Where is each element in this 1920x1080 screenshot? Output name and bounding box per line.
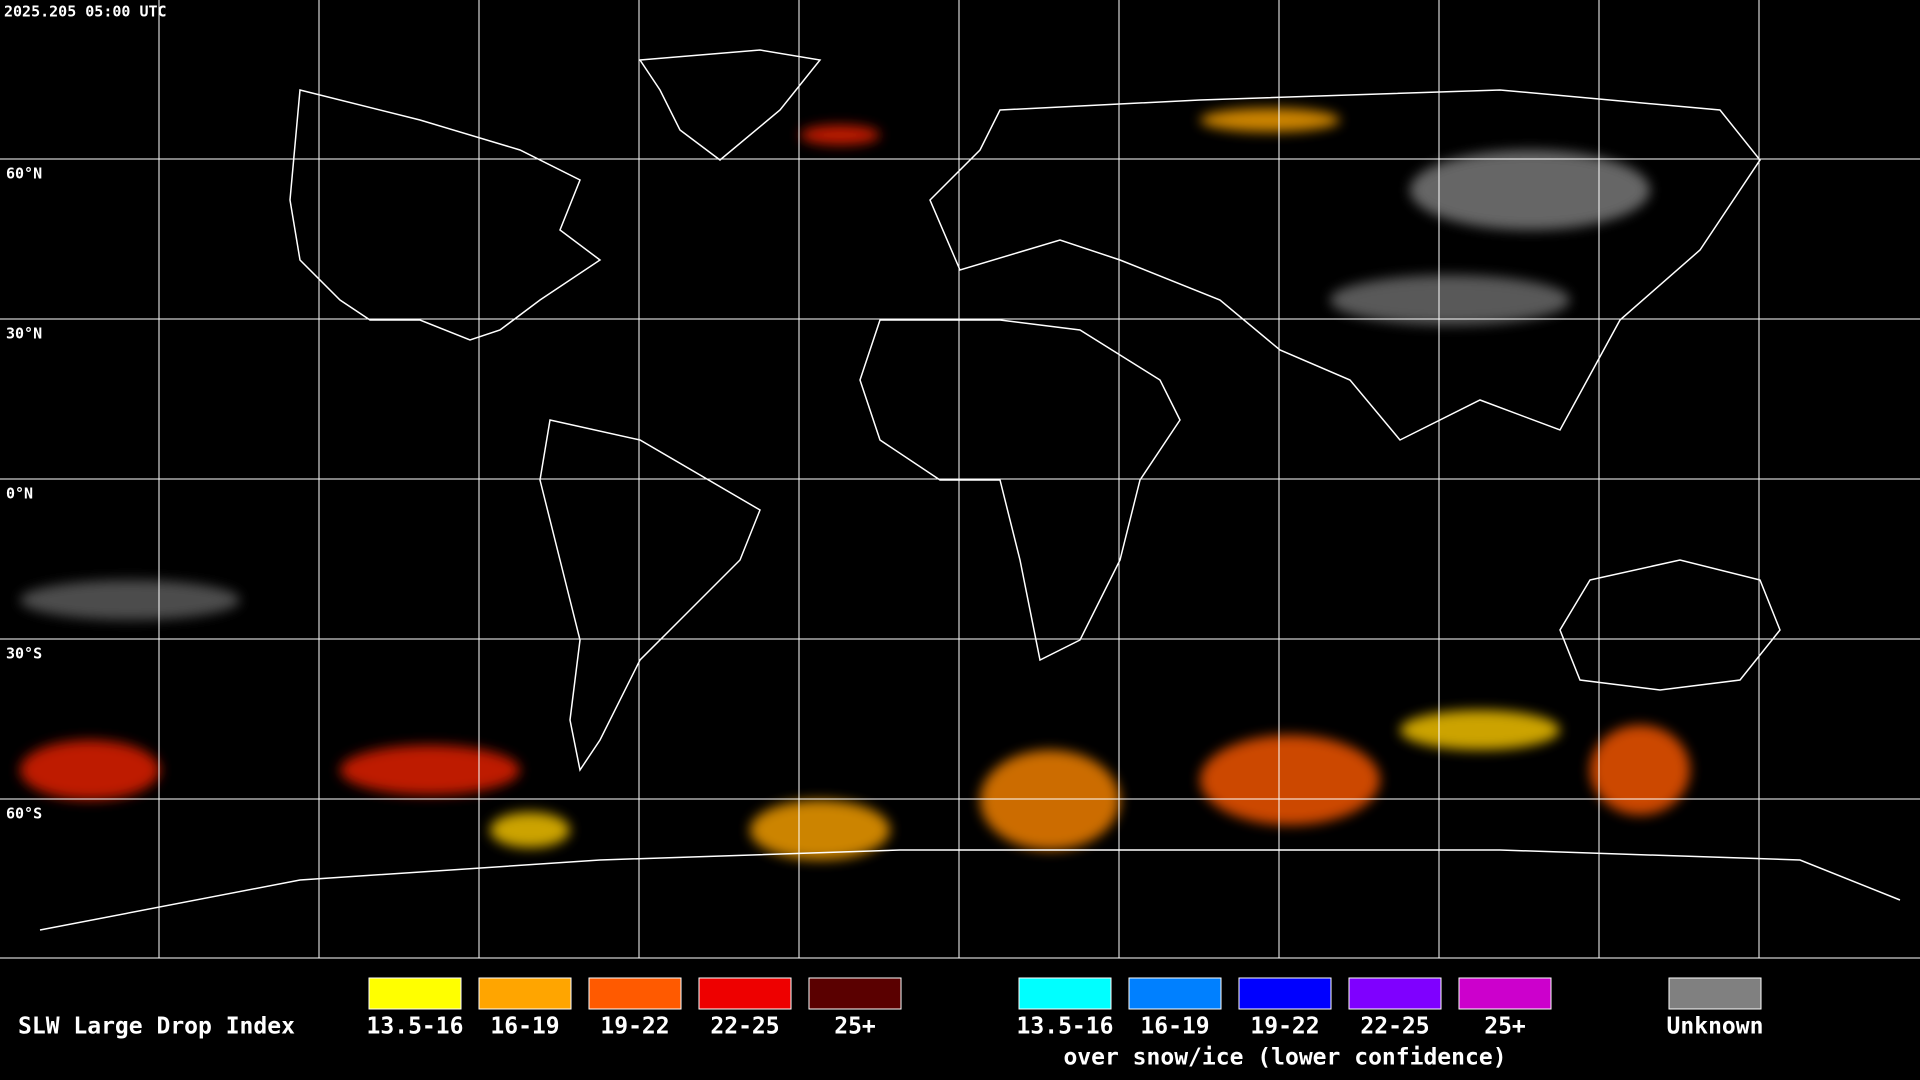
legend-label: 13.5-16 [1017,1014,1114,1040]
legend-swatch [1018,977,1112,1010]
coastline [929,89,1761,441]
cloud-patch [800,125,880,145]
coastlines [39,49,1901,931]
legend-swatch [1238,977,1332,1010]
coastline [1559,559,1781,691]
legend: SLW Large Drop Index 13.5-16 16-19 19-22 22-… [18,977,1764,1071]
legend-label: 22-25 [1360,1014,1429,1040]
cloud-patch [750,800,890,860]
latitude-label: 60°S [6,805,42,823]
cloud-patch [1400,710,1560,750]
legend-swatch [1128,977,1222,1010]
latitude-label: 30°N [6,325,42,343]
cloud-field [20,108,1690,860]
legend-label: 13.5-16 [367,1014,464,1040]
latitude-label: 30°S [6,645,42,663]
legend-label: 19-22 [600,1014,669,1040]
legend-swatch [478,977,572,1010]
legend-label: 25+ [1484,1014,1526,1040]
legend-label: 25+ [834,1014,876,1040]
cloud-patch [980,750,1120,850]
cloud-patch [1590,725,1690,815]
coastline [39,849,1901,931]
coastline [539,419,761,772]
coastline [638,49,822,161]
cloud-patch [1330,275,1570,325]
legend-caption: over snow/ice (lower confidence) [1063,1045,1506,1071]
cloud-patch [20,740,160,800]
legend-swatch [808,977,902,1010]
legend-swatch [1458,977,1552,1010]
legend-swatch [588,977,682,1010]
latitude-label: 60°N [6,165,42,183]
cloud-patch [1200,735,1380,825]
legend-swatch [368,977,462,1010]
latitude-label: 0°N [6,485,33,503]
cloud-patch [1200,108,1340,132]
legend-label: Unknown [1667,1014,1764,1040]
graticule: 60°N 30°N 0°N 30°S 60°S [0,0,1920,959]
cloud-patch [340,745,520,795]
legend-label: 16-19 [1140,1014,1209,1040]
cloud-patch [20,580,240,620]
timestamp: 2025.205 05:00 UTC [4,3,167,21]
legend-swatch [1348,977,1442,1010]
coastline [289,89,602,341]
cloud-patch [490,812,570,848]
legend-swatch [1668,977,1762,1010]
coastline [859,319,1181,662]
legend-label: 22-25 [710,1014,779,1040]
legend-label: 19-22 [1250,1014,1319,1040]
legend-swatch [698,977,792,1010]
cloud-patch [1410,150,1650,230]
legend-title: SLW Large Drop Index [18,1014,295,1040]
legend-label: 16-19 [490,1014,559,1040]
